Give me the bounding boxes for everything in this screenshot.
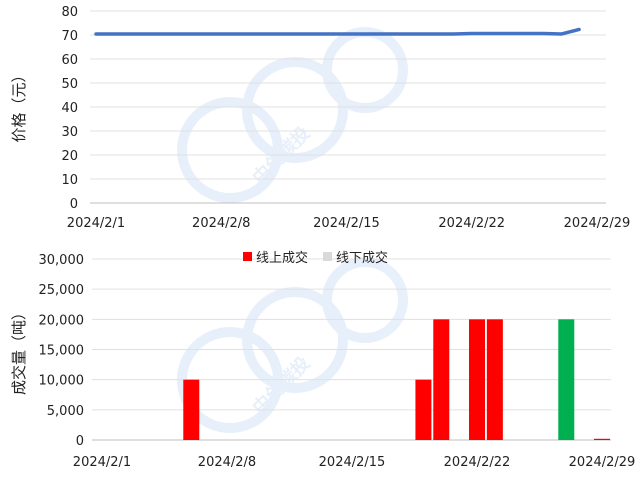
volume-y-tick-label: 30,000 [39,253,85,268]
price-y-tick-label: 80 [61,5,78,20]
price-data-point [220,33,223,35]
price-y-tick-label: 40 [61,101,78,116]
watermark-ring [242,287,348,393]
volume-chart-y-ticks: 0 5,000 10,000 15,000 20,000 25,000 30,000 [39,253,85,449]
volume-bar [469,319,485,440]
legend-label-online: 线上成交 [256,250,308,266]
price-data-point [95,33,97,35]
price-y-tick-label: 20 [61,149,78,164]
volume-bar [594,438,610,440]
price-x-tick-label: 2024/2/8 [192,216,250,231]
price-y-tick-label: 70 [61,29,78,44]
volume-bar-highlight [558,319,575,440]
price-data-point [435,33,437,35]
volume-y-tick-label: 0 [76,434,84,449]
volume-x-tick-label: 2024/2/1 [73,455,131,470]
price-data-point [238,33,240,35]
watermark-logo: 中创碳投 [177,27,408,203]
price-x-tick-label: 2024/2/15 [313,216,380,231]
legend-swatch-online [243,252,252,261]
price-data-point [166,33,169,35]
volume-y-tick-label: 10,000 [39,374,85,389]
volume-y-tick-label: 25,000 [39,283,85,298]
price-chart-y-axis-label: 价格（元） [10,67,28,142]
volume-y-tick-label: 15,000 [39,344,85,359]
price-x-tick-label: 2024/2/29 [564,216,631,231]
volume-bar [433,319,450,440]
price-series-line [94,27,581,36]
price-chart-line [94,27,581,36]
volume-y-tick-label: 5,000 [47,404,84,419]
volume-x-tick-label: 2024/2/29 [569,455,636,470]
price-y-tick-label: 50 [61,77,78,92]
price-x-tick-label: 2024/2/22 [438,216,505,231]
price-y-tick-label: 10 [61,173,78,188]
volume-bar [486,319,503,440]
volume-chart-y-axis-label: 成交量（吨） [10,305,28,395]
legend-label-offline: 线下成交 [336,250,388,266]
volume-bar [415,379,432,440]
watermark-ring [242,57,348,163]
price-data-point [560,33,563,35]
price-y-tick-label: 30 [61,125,78,140]
volume-x-tick-label: 2024/2/15 [319,455,386,470]
watermark-ring [322,27,408,113]
price-data-point [417,33,419,35]
price-chart-y-ticks: 0 10 20 30 40 50 60 70 80 [61,5,78,212]
price-data-point [184,33,187,35]
price-y-tick-label: 0 [70,197,78,212]
watermark-ring [177,97,283,203]
price-data-point [113,33,115,35]
volume-chart-x-ticks: 2024/2/1 2024/2/8 2024/2/15 2024/2/22 2024/2… [73,455,636,470]
price-data-point [470,32,473,35]
price-data-point [453,33,455,35]
price-data-point [202,33,205,35]
watermark-logo: 中创碳投 [177,257,408,433]
watermark-ring [322,257,408,343]
price-data-point [578,28,580,31]
price-data-point [488,32,491,35]
volume-chart-bars [183,319,610,440]
volume-bar [183,379,200,440]
volume-chart-gridlines [92,258,611,441]
price-y-tick-label: 60 [61,53,78,68]
volume-chart-legend: 线上成交 线下成交 [243,250,388,266]
legend-swatch-offline [323,252,332,261]
volume-x-tick-label: 2024/2/8 [198,455,256,470]
volume-x-tick-label: 2024/2/22 [444,455,511,470]
price-x-tick-label: 2024/2/1 [67,216,125,231]
price-chart-x-ticks: 2024/2/1 2024/2/8 2024/2/15 2024/2/22 2024/2… [67,216,631,231]
volume-y-tick-label: 20,000 [39,313,85,328]
price-data-point [542,32,545,35]
